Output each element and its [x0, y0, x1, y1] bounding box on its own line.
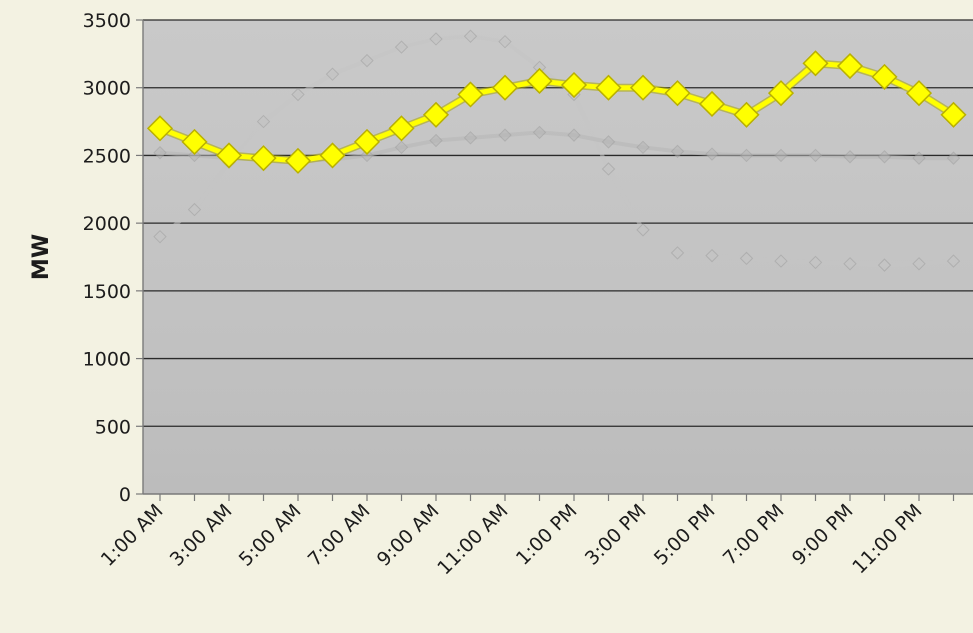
data-point — [774, 254, 788, 268]
data-point — [319, 142, 346, 169]
data-point — [153, 229, 167, 244]
data-point — [388, 115, 415, 142]
data-point — [636, 140, 650, 155]
data-point — [843, 150, 857, 164]
data-point — [877, 150, 892, 164]
y-tick-label: 0 — [119, 484, 131, 506]
data-point — [187, 202, 202, 217]
data-point — [429, 32, 443, 46]
data-point — [601, 162, 616, 176]
data-point — [670, 144, 685, 159]
data-point — [250, 145, 277, 172]
data-point — [739, 148, 754, 163]
x-tick-label: 7:00 AM — [304, 500, 375, 571]
data-point — [457, 81, 484, 108]
data-point — [767, 80, 795, 107]
y-tick-label: 3000 — [83, 78, 131, 100]
data-point — [498, 128, 512, 142]
y-tick-label: 3500 — [83, 10, 131, 32]
data-point — [808, 255, 823, 270]
y-tick-label: 2000 — [83, 213, 131, 235]
data-point — [595, 74, 622, 101]
data-point — [560, 71, 588, 99]
data-point — [187, 148, 202, 163]
data-point — [498, 34, 512, 49]
y-tick-label: 2500 — [83, 145, 131, 167]
data-point — [491, 74, 519, 101]
data-point — [946, 151, 961, 165]
data-point — [670, 246, 685, 260]
data-point — [256, 114, 271, 129]
y-tick-label: 1000 — [83, 349, 131, 371]
y-axis-title: MW — [29, 234, 54, 280]
data-point — [360, 53, 374, 68]
x-tick-label: 3:00 PM — [581, 500, 651, 570]
series-0 — [146, 50, 967, 174]
data-point — [636, 223, 650, 237]
x-tick-label: 9:00 PM — [788, 500, 858, 570]
data-point — [836, 52, 864, 80]
y-tick-label: 1500 — [83, 281, 131, 303]
data-point — [215, 142, 243, 169]
x-tick-label: 5:00 AM — [235, 500, 306, 571]
data-point — [705, 147, 719, 161]
series-layer — [146, 29, 967, 272]
data-point — [601, 135, 616, 149]
x-tick-label: 1:00 AM — [97, 500, 168, 571]
data-point — [360, 148, 374, 163]
data-point — [394, 140, 409, 155]
data-point — [940, 101, 967, 128]
data-point — [422, 101, 450, 128]
data-point — [774, 148, 788, 163]
data-point — [463, 131, 478, 145]
data-point — [353, 128, 381, 155]
data-point — [698, 90, 726, 118]
data-point — [843, 257, 857, 271]
data-point — [871, 63, 898, 90]
data-point — [429, 133, 443, 148]
data-point — [912, 151, 926, 165]
data-point — [532, 125, 547, 140]
data-point — [284, 147, 312, 174]
data-point — [802, 50, 829, 77]
data-point — [733, 101, 760, 128]
data-point — [877, 258, 892, 272]
data-point — [394, 40, 409, 54]
data-point — [153, 146, 167, 160]
data-point — [567, 128, 581, 142]
x-tick-label: 9:00 AM — [373, 500, 444, 571]
x-tick-label: 5:00 PM — [650, 500, 720, 570]
data-point — [463, 29, 478, 43]
x-tick-label: 11:00 AM — [433, 500, 512, 579]
x-tick-label: 11:00 PM — [848, 500, 926, 578]
axes — [136, 19, 973, 501]
x-tick-label: 3:00 AM — [166, 500, 237, 571]
data-point — [905, 80, 933, 107]
data-point — [181, 128, 208, 155]
data-point — [291, 87, 305, 102]
data-point — [526, 67, 553, 95]
plot-area — [143, 20, 973, 494]
data-point — [146, 115, 174, 142]
gridlines — [143, 19, 973, 427]
data-point — [664, 80, 691, 107]
data-point — [912, 257, 926, 271]
data-point — [739, 251, 754, 266]
data-point — [629, 74, 657, 101]
y-tick-label: 500 — [95, 416, 131, 438]
data-point — [705, 248, 719, 263]
x-tick-label: 1:00 PM — [512, 500, 582, 570]
data-point — [325, 67, 340, 81]
x-tick-label: 7:00 PM — [719, 500, 789, 570]
data-point — [808, 148, 823, 163]
data-point — [946, 254, 961, 268]
